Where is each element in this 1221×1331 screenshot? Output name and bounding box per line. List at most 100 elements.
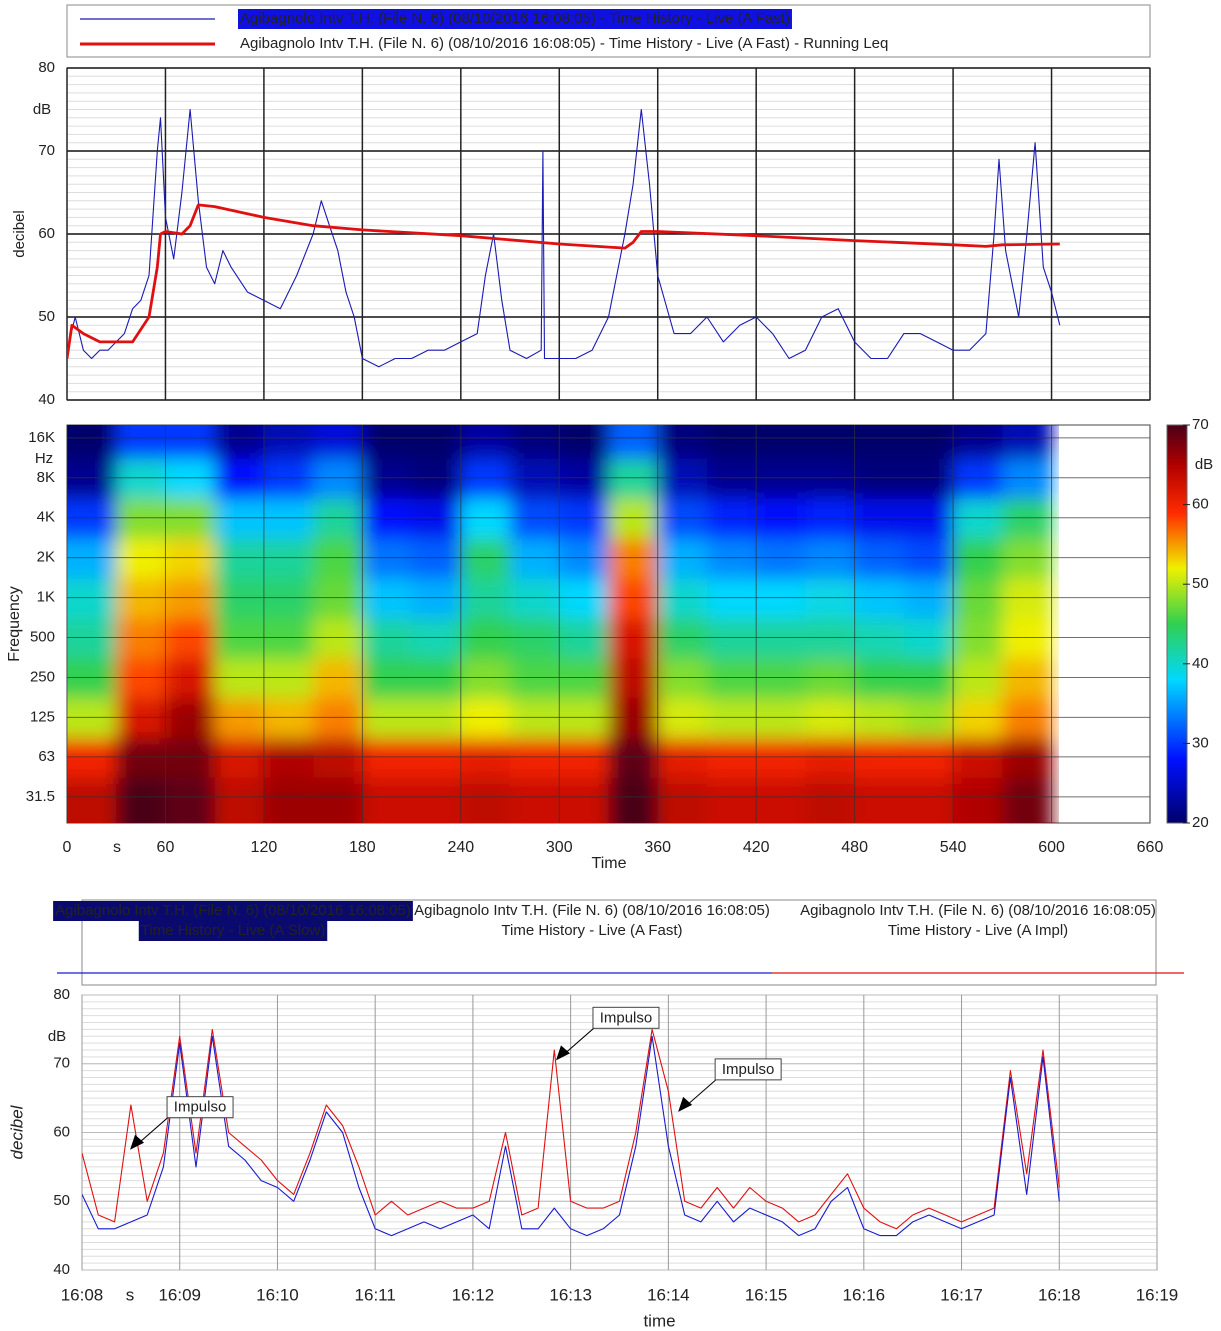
- annotation-arrowhead: [555, 1045, 570, 1061]
- y-unit: dB: [48, 1028, 66, 1045]
- heat-cell: [362, 776, 413, 823]
- x-tick-label: 16:13: [549, 1285, 592, 1304]
- heat-cell: [657, 425, 708, 459]
- y-tick-label: 2K: [37, 549, 55, 566]
- x-tick-label: 420: [743, 839, 770, 856]
- legend-label: Agibagnolo Intv T.H. (File N. 6) (08/10/…: [800, 902, 1156, 919]
- heat-cell: [805, 776, 856, 823]
- x-tick-label: 120: [251, 839, 278, 856]
- annotation-arrowhead: [678, 1096, 693, 1112]
- y-tick-label: 60: [38, 225, 55, 242]
- x-tick-label: 16:10: [256, 1285, 299, 1304]
- x-tick-label: 16:08: [61, 1285, 104, 1304]
- y-tick-label: 16K: [28, 429, 55, 446]
- heat-cell: [608, 425, 659, 459]
- heat-cell: [510, 776, 561, 823]
- heat-cell: [1002, 776, 1053, 823]
- heat-cell: [953, 425, 1004, 459]
- heat-cell: [706, 425, 758, 459]
- heat-cell: [854, 776, 905, 823]
- heat-cell: [559, 776, 610, 823]
- heat-cell: [362, 425, 413, 459]
- heat-cell: [903, 776, 955, 823]
- annotation-text: Impulso: [174, 1099, 227, 1116]
- plot-lines: [82, 1028, 1060, 1237]
- data-line: [82, 1028, 1060, 1230]
- x-axis-label: Time: [592, 855, 627, 872]
- heat-cell: [460, 425, 512, 459]
- legend-highlight: [138, 921, 328, 941]
- heat-cell: [116, 425, 167, 459]
- heat-cell: [903, 425, 955, 459]
- x-tick-label: 16:11: [355, 1285, 396, 1304]
- legend-entry: Agibagnolo Intv T.H. (File N. 6) (08/10/…: [53, 901, 413, 941]
- heat-cell: [165, 425, 216, 459]
- y-unit: dB: [33, 101, 51, 118]
- colorbar-unit: dB: [1195, 456, 1213, 473]
- legend-highlight: [238, 9, 792, 29]
- y-tick-label: 70: [53, 1055, 70, 1072]
- x-tick-label: 16:17: [940, 1285, 983, 1304]
- x-tick-label: 16:15: [745, 1285, 788, 1304]
- x-tick-label: 16:14: [647, 1285, 690, 1304]
- y-axis-label: Frequency: [6, 586, 23, 662]
- x-tick-label: 360: [644, 839, 671, 856]
- heat-cell: [1002, 425, 1053, 459]
- x-unit: s: [113, 839, 121, 856]
- legend-entry: Agibagnolo Intv T.H. (File N. 6) (08/10/…: [414, 902, 770, 939]
- y-tick-label: 80: [38, 59, 55, 76]
- legend-highlight: [53, 901, 413, 921]
- legend-label: Time History - Live (A Impl): [888, 922, 1068, 939]
- y-tick-label: 70: [38, 142, 55, 159]
- x-unit: s: [126, 1285, 135, 1304]
- x-axis-label: time: [643, 1311, 675, 1330]
- colorbar: [1166, 424, 1188, 824]
- x-tick-label: 180: [349, 839, 376, 856]
- heat-cell: [263, 425, 315, 459]
- legend-label: Time History - Live (A Fast): [501, 922, 682, 939]
- colorbar-label: 50: [1192, 575, 1209, 592]
- data-line: [67, 108, 1061, 368]
- y-tick-label: 80: [53, 986, 70, 1003]
- heat-cell: [706, 776, 758, 823]
- x-tick-label: 16:12: [452, 1285, 495, 1304]
- heat-cell: [411, 776, 462, 823]
- heat-cell: [756, 776, 807, 823]
- annotation-box: [592, 1006, 660, 1029]
- y-axis-label: decibel: [7, 1104, 26, 1159]
- y-tick-label: 50: [38, 308, 55, 325]
- y-tick-label: 4K: [37, 509, 55, 526]
- y-unit: Hz: [35, 450, 53, 467]
- heat-cell: [953, 776, 1004, 823]
- heat-cell: [805, 425, 856, 459]
- annotation-arrow: [563, 1025, 597, 1055]
- heat-cell: [313, 425, 364, 459]
- colorbar-label: 40: [1192, 655, 1209, 672]
- y-tick-label: 500: [30, 629, 55, 646]
- heat-cell: [67, 776, 118, 823]
- x-tick-label: 600: [1038, 839, 1065, 856]
- x-tick-label: 16:09: [158, 1285, 201, 1304]
- y-tick-label: 8K: [37, 469, 55, 486]
- heat-cell: [510, 425, 561, 459]
- annotation-arrow: [137, 1115, 171, 1145]
- heat-cell: [214, 776, 265, 823]
- heatmap: [67, 425, 1053, 823]
- x-tick-label: 660: [1137, 839, 1164, 856]
- heat-cell: [116, 776, 167, 823]
- heat-cell: [608, 776, 659, 823]
- colorbar-label: 20: [1192, 814, 1209, 831]
- y-axis-label: decibel: [11, 210, 28, 258]
- heat-cell: [460, 776, 512, 823]
- plot-lines: [67, 108, 1061, 368]
- heat-cell: [657, 776, 708, 823]
- annotation-box: [166, 1096, 234, 1119]
- x-tick-label: 540: [940, 839, 967, 856]
- heat-cell: [559, 425, 610, 459]
- heat-cell: [313, 776, 364, 823]
- colorbar-label: 60: [1192, 496, 1209, 513]
- y-tick-label: 125: [30, 708, 55, 725]
- annotation-arrowhead: [130, 1134, 145, 1150]
